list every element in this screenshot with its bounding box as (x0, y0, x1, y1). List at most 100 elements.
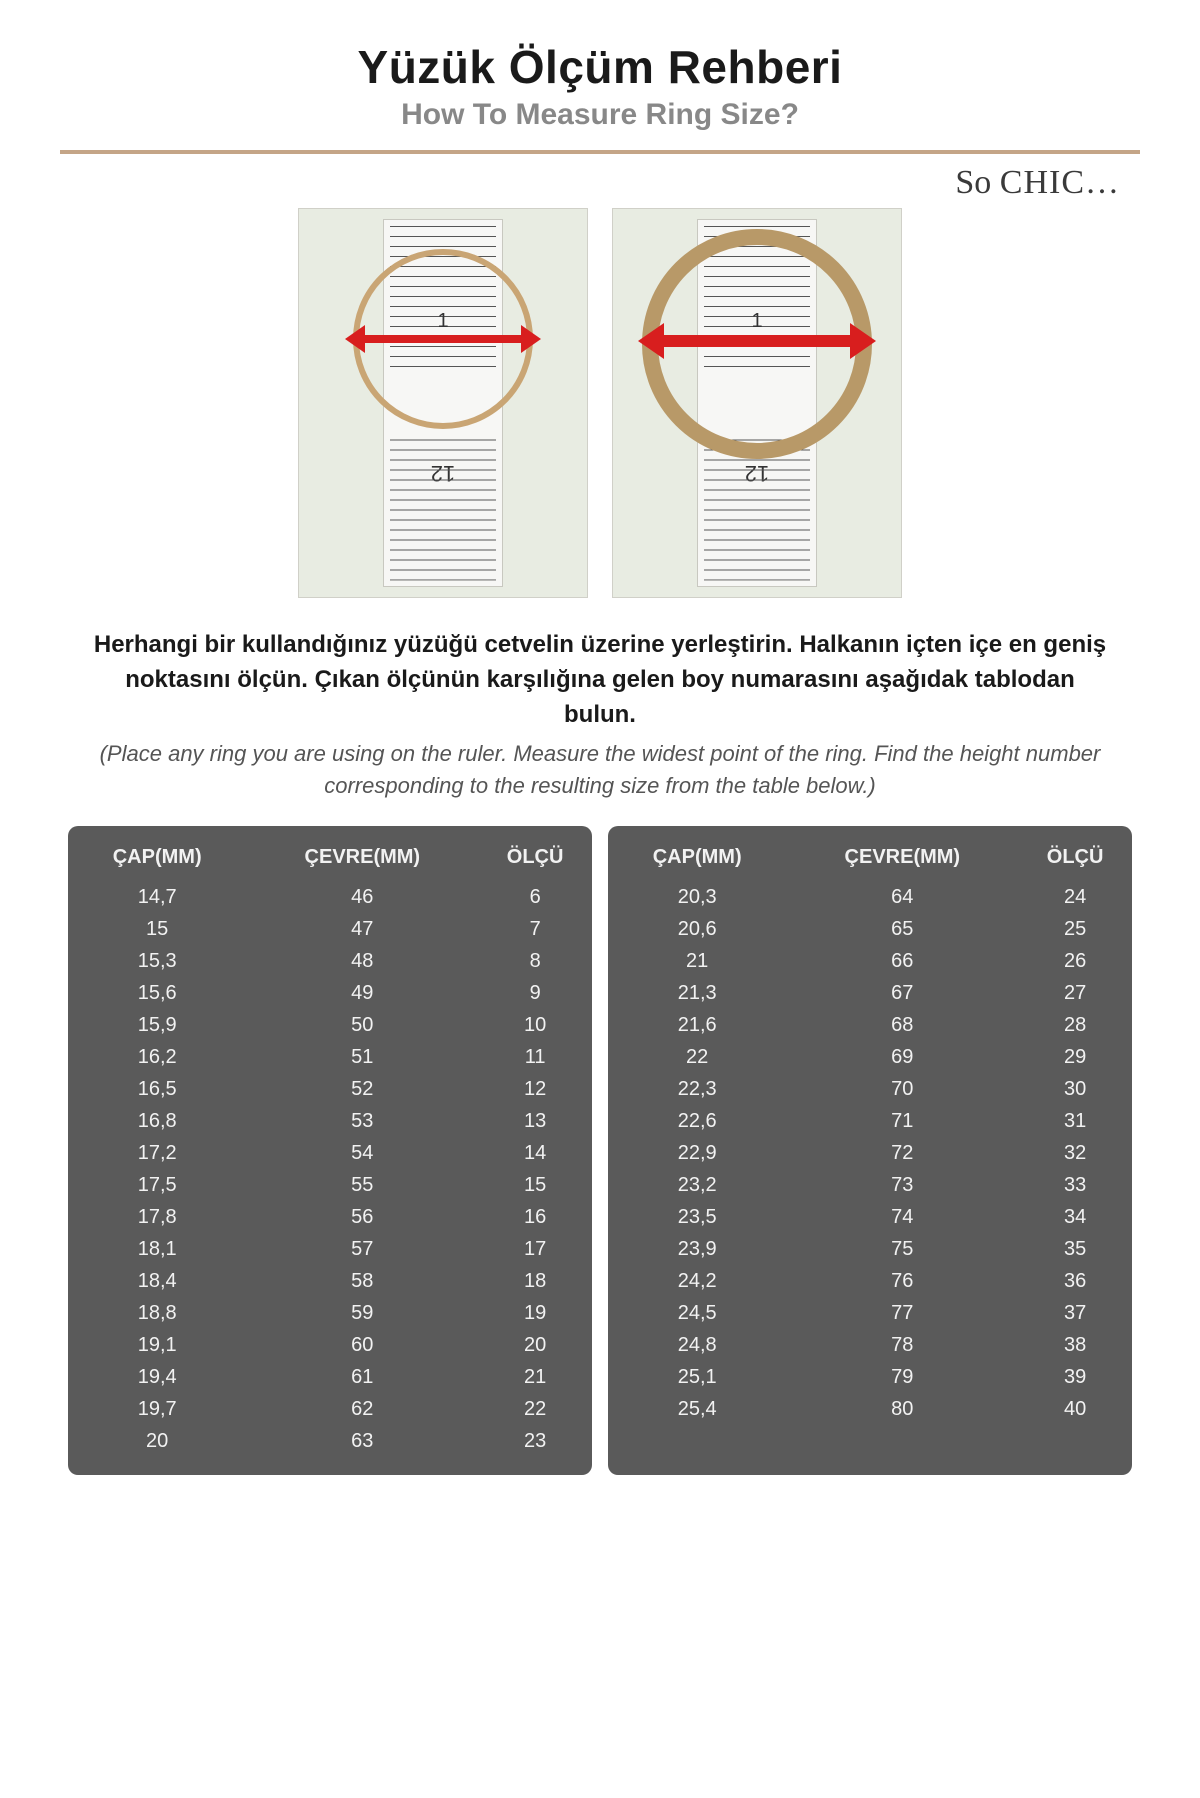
cell-olcu: 25 (1018, 913, 1132, 945)
cell-cap: 23,9 (608, 1233, 786, 1265)
table-row: 22,37030 (608, 1073, 1132, 1105)
cell-cap: 24,5 (608, 1297, 786, 1329)
cell-cap: 19,1 (68, 1329, 246, 1361)
size-table-left: ÇAP(MM) ÇEVRE(MM) ÖLÇÜ 14,74661547715,34… (68, 826, 592, 1475)
cell-cevre: 58 (246, 1265, 478, 1297)
cell-cevre: 56 (246, 1201, 478, 1233)
table-row: 19,76222 (68, 1393, 592, 1425)
cell-olcu: 33 (1018, 1169, 1132, 1201)
cell-cevre: 59 (246, 1297, 478, 1329)
cell-cap: 19,7 (68, 1393, 246, 1425)
cell-cevre: 71 (786, 1105, 1018, 1137)
table-row: 19,46121 (68, 1361, 592, 1393)
cell-cevre: 53 (246, 1105, 478, 1137)
cell-cevre: 70 (786, 1073, 1018, 1105)
cell-cevre: 46 (246, 881, 478, 913)
table-row: 15477 (68, 913, 592, 945)
table-row: 20,66525 (608, 913, 1132, 945)
table-row: 16,25111 (68, 1041, 592, 1073)
cell-cap: 17,8 (68, 1201, 246, 1233)
table-row: 23,27333 (608, 1169, 1132, 1201)
cell-cevre: 63 (246, 1425, 478, 1457)
table-row: 21,36727 (608, 977, 1132, 1009)
cell-cevre: 79 (786, 1361, 1018, 1393)
cell-olcu: 15 (478, 1169, 592, 1201)
cell-olcu: 27 (1018, 977, 1132, 1009)
cell-cevre: 64 (786, 881, 1018, 913)
table-row: 18,45818 (68, 1265, 592, 1297)
cell-olcu: 11 (478, 1041, 592, 1073)
cell-cevre: 74 (786, 1201, 1018, 1233)
cell-cap: 15,9 (68, 1009, 246, 1041)
cell-cap: 18,1 (68, 1233, 246, 1265)
cell-cevre: 73 (786, 1169, 1018, 1201)
cell-cevre: 49 (246, 977, 478, 1009)
cell-olcu: 18 (478, 1265, 592, 1297)
cell-cevre: 52 (246, 1073, 478, 1105)
cell-cap: 22 (608, 1041, 786, 1073)
cell-olcu: 20 (478, 1329, 592, 1361)
cell-cap: 15,6 (68, 977, 246, 1009)
instructions-primary: Herhangi bir kullandığınız yüzüğü cetvel… (90, 628, 1110, 732)
cell-olcu: 7 (478, 913, 592, 945)
table-row: 15,6499 (68, 977, 592, 1009)
cell-cevre: 78 (786, 1329, 1018, 1361)
cell-cevre: 67 (786, 977, 1018, 1009)
table-row: 16,55212 (68, 1073, 592, 1105)
title-block: Yüzük Ölçüm Rehberi How To Measure Ring … (60, 40, 1140, 132)
table-row: 24,27636 (608, 1265, 1132, 1297)
cell-cap: 24,2 (608, 1265, 786, 1297)
cell-olcu: 13 (478, 1105, 592, 1137)
table-row: 18,15717 (68, 1233, 592, 1265)
cell-cap: 23,5 (608, 1201, 786, 1233)
cell-cap: 22,3 (608, 1073, 786, 1105)
cell-cap: 15 (68, 913, 246, 945)
cell-cevre: 68 (786, 1009, 1018, 1041)
table-row: 17,55515 (68, 1169, 592, 1201)
cell-cap: 23,2 (608, 1169, 786, 1201)
table-row: 21,66828 (608, 1009, 1132, 1041)
cell-cap: 22,6 (608, 1105, 786, 1137)
cell-cap: 16,2 (68, 1041, 246, 1073)
cell-olcu: 6 (478, 881, 592, 913)
table-row: 17,85616 (68, 1201, 592, 1233)
cell-olcu: 17 (478, 1233, 592, 1265)
cell-cap: 17,5 (68, 1169, 246, 1201)
cell-cap: 16,8 (68, 1105, 246, 1137)
cell-cevre: 47 (246, 913, 478, 945)
photo-row: 1 12 1 12 (60, 208, 1140, 598)
table-row: 19,16020 (68, 1329, 592, 1361)
cell-cap: 20,3 (608, 881, 786, 913)
cell-olcu: 8 (478, 945, 592, 977)
page-subtitle: How To Measure Ring Size? (60, 98, 1140, 132)
cell-olcu: 31 (1018, 1105, 1132, 1137)
table-row: 216626 (608, 945, 1132, 977)
cell-cap: 17,2 (68, 1137, 246, 1169)
cell-cap: 21 (608, 945, 786, 977)
cell-olcu: 12 (478, 1073, 592, 1105)
cell-cevre: 57 (246, 1233, 478, 1265)
col-header-olcu: ÖLÇÜ (478, 840, 592, 881)
cell-cap: 25,4 (608, 1393, 786, 1425)
page-title: Yüzük Ölçüm Rehberi (60, 40, 1140, 94)
cell-cevre: 80 (786, 1393, 1018, 1425)
col-header-cap: ÇAP(MM) (608, 840, 786, 881)
brand-so: So (955, 164, 991, 201)
size-tables: ÇAP(MM) ÇEVRE(MM) ÖLÇÜ 14,74661547715,34… (60, 826, 1140, 1475)
cell-olcu: 14 (478, 1137, 592, 1169)
col-header-cap: ÇAP(MM) (68, 840, 246, 881)
cell-cap: 24,8 (608, 1329, 786, 1361)
size-table-right: ÇAP(MM) ÇEVRE(MM) ÖLÇÜ 20,3642420,665252… (608, 826, 1132, 1475)
col-header-cevre: ÇEVRE(MM) (786, 840, 1018, 881)
cell-olcu: 22 (478, 1393, 592, 1425)
cell-cevre: 50 (246, 1009, 478, 1041)
col-header-olcu: ÖLÇÜ (1018, 840, 1132, 881)
cell-olcu: 21 (478, 1361, 592, 1393)
cell-cevre: 72 (786, 1137, 1018, 1169)
table-row: 25,48040 (608, 1393, 1132, 1425)
cell-cap: 20,6 (608, 913, 786, 945)
table-row: 14,7466 (68, 881, 592, 913)
cell-cevre: 61 (246, 1361, 478, 1393)
cell-olcu: 10 (478, 1009, 592, 1041)
diameter-arrow-icon (363, 335, 523, 343)
